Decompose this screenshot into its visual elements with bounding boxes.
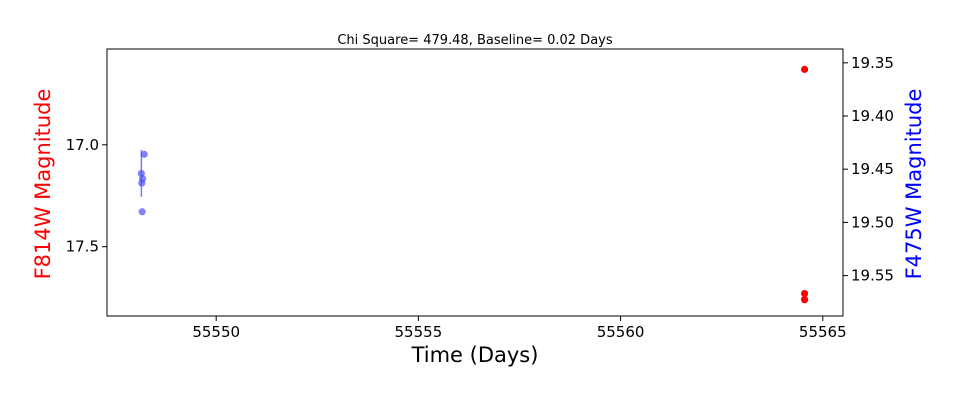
plot-area: [107, 49, 843, 316]
f814w-point: [800, 65, 809, 73]
x-axis: 55550 55555 55560 55565: [192, 316, 847, 341]
y-axis-right: 19.35 19.40 19.45 19.50 19.55: [843, 54, 894, 285]
x-tick-label: 55550: [192, 323, 240, 341]
f814w-point: [800, 289, 809, 298]
x-tick-label: 55555: [395, 323, 443, 341]
y-axis-right-label: F475W Magnitude: [902, 89, 926, 280]
y-right-tick-label: 19.55: [851, 267, 894, 285]
y-right-tick-label: 19.40: [851, 107, 894, 125]
f475w-point: [138, 208, 146, 216]
y-axis-left-label: F814W Magnitude: [31, 89, 55, 280]
plot-frame: [106, 48, 844, 317]
x-axis-label: Time (Days): [411, 343, 539, 367]
chart-title: Chi Square= 479.48, Baseline= 0.02 Days: [337, 33, 612, 48]
series-layer: [137, 65, 809, 304]
y-right-tick-label: 19.45: [851, 160, 894, 178]
f475w-point: [140, 150, 148, 158]
f475w-point: [138, 179, 146, 187]
y-right-tick-label: 19.50: [851, 213, 894, 231]
f814w-point: [800, 296, 809, 304]
x-tick-label: 55565: [799, 323, 847, 341]
y-left-tick-label: 17.0: [66, 136, 99, 154]
y-axis-left: 17.0 17.5: [66, 136, 107, 256]
x-tick-label: 55560: [597, 323, 645, 341]
y-left-tick-label: 17.5: [66, 238, 99, 256]
y-right-tick-label: 19.35: [851, 54, 894, 72]
